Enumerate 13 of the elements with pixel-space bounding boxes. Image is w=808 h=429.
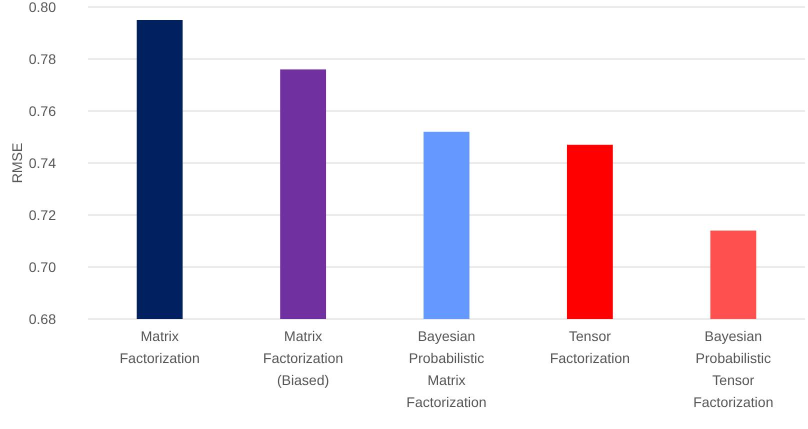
x-tick-label: Matrix Factorization (Biased)	[263, 328, 344, 388]
y-tick-label: 0.76	[28, 102, 56, 119]
x-tick-label: Bayesian Probabilistic Matrix Factorization	[406, 328, 487, 410]
y-tick-label: 0.74	[28, 154, 56, 171]
y-axis-title: RMSE	[9, 142, 25, 184]
y-tick-label: 0.78	[28, 50, 56, 67]
x-tick-label: Bayesian Probabilistic Tensor Factorization	[693, 328, 774, 410]
x-tick-label: Matrix Factorization	[120, 328, 200, 366]
y-tick-label: 0.70	[28, 258, 56, 275]
y-tick-label: 0.72	[28, 206, 56, 223]
y-tick-label: 0.80	[28, 0, 56, 15]
y-tick-label: 0.68	[28, 310, 56, 327]
x-tick-label: Tensor Factorization	[550, 328, 630, 366]
